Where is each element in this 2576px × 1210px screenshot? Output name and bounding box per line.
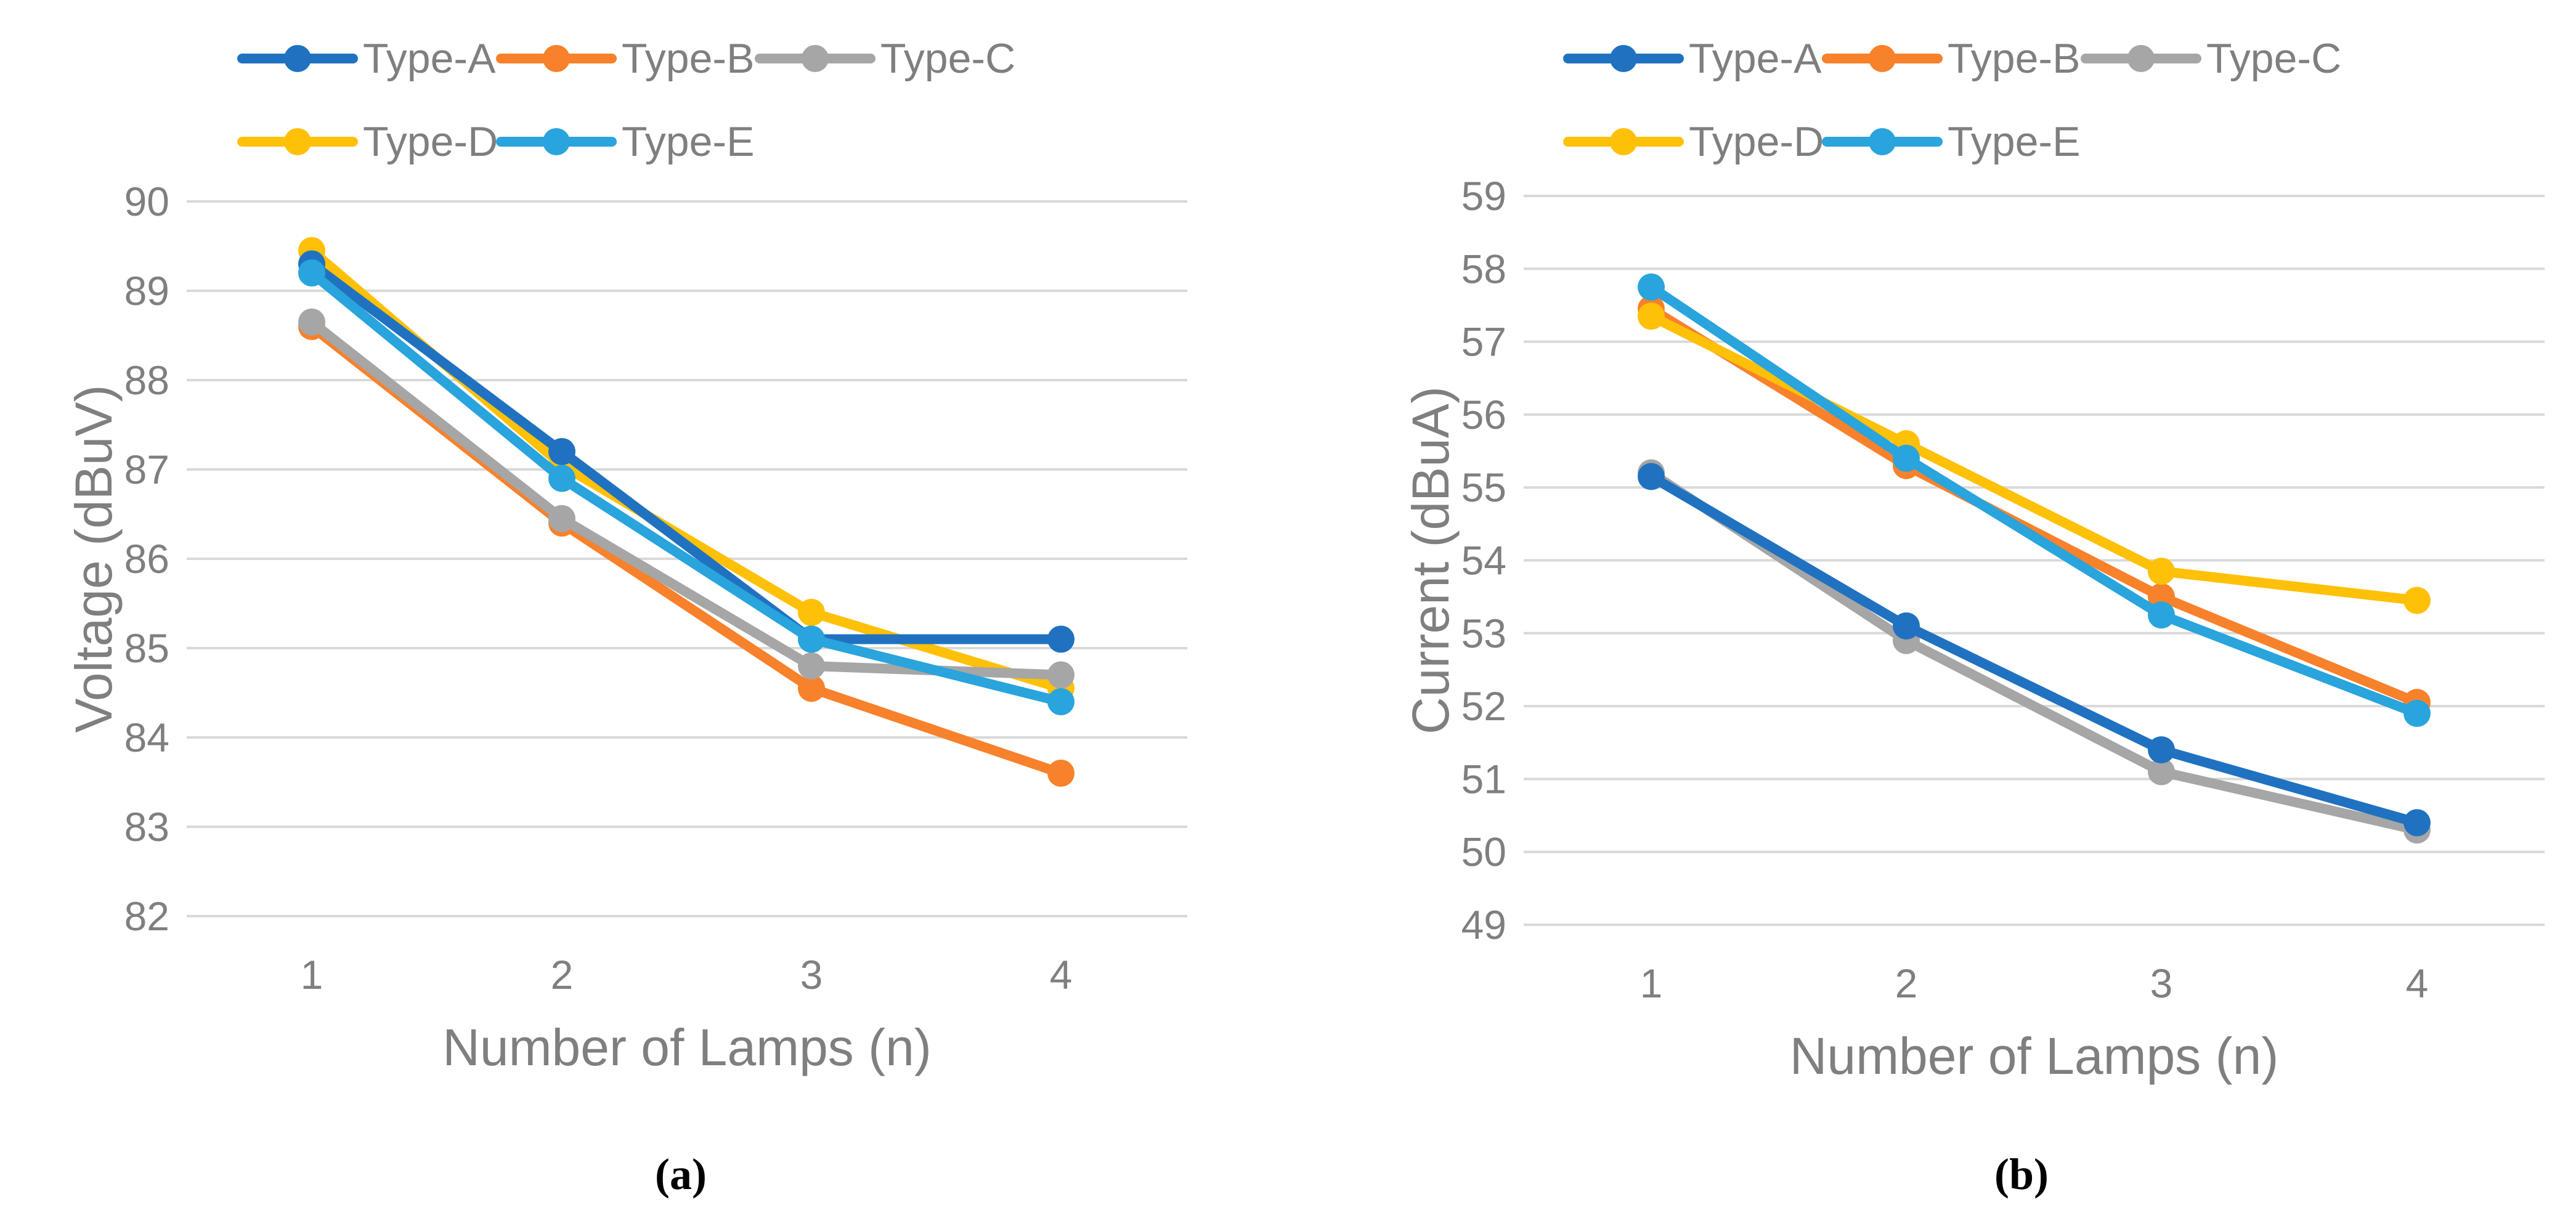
data-point-type-e-x2	[548, 465, 575, 492]
chart-panel-b: 59 58 57 56 55 54 53 52 51 50 49 1 2 3 4 Number of Lamp…	[1402, 35, 2545, 1199]
data-point-type-c-x3	[2148, 758, 2175, 786]
legend-label-type-d: Type-D	[1689, 118, 1824, 165]
data-point-type-b-x3	[798, 675, 825, 702]
y-tick-label-59: 59	[1461, 173, 1506, 219]
x-tick-label-1: 1	[1640, 960, 1663, 1006]
y-tick-label-54: 54	[1461, 538, 1506, 583]
legend-dot-icon-type-d	[284, 128, 311, 155]
data-point-type-e-x3	[798, 625, 825, 653]
y-tick-label-56: 56	[1461, 392, 1506, 437]
legend-label-type-e: Type-E	[1948, 118, 2080, 165]
y-tick-label-55: 55	[1461, 465, 1506, 510]
data-point-type-e-x1	[298, 259, 325, 286]
y-tick-label-87: 87	[124, 447, 169, 492]
legend-dot-icon-type-b	[543, 45, 570, 72]
y-tick-label-83: 83	[124, 804, 169, 850]
x-tick-label-3: 3	[800, 952, 823, 997]
series-line-type-a	[307, 259, 1066, 644]
legend-item-type-d: Type-D	[1563, 118, 1824, 165]
data-point-type-c-x1	[298, 308, 325, 336]
legend-dot-icon-type-e	[543, 128, 570, 155]
legend-dot-icon-type-c	[802, 45, 829, 72]
data-point-type-c-x3	[798, 652, 825, 680]
y-tick-label-90: 90	[124, 179, 169, 224]
y-tick-label-49: 49	[1461, 902, 1506, 948]
data-point-type-e-x2	[1893, 444, 1920, 472]
y-tick-label-89: 89	[124, 268, 169, 314]
legend-label-type-d: Type-D	[363, 118, 498, 165]
data-point-type-e-x3	[2148, 601, 2175, 629]
y-tick-label-88: 88	[124, 357, 169, 403]
data-point-type-a-x1	[1638, 463, 1665, 490]
data-point-type-a-x4	[2403, 809, 2431, 837]
legend-dot-icon-type-a	[1610, 45, 1637, 72]
legend-item-type-c: Type-C	[755, 35, 1015, 82]
y-tick-label-85: 85	[124, 625, 169, 671]
data-point-type-e-x1	[1638, 273, 1665, 301]
data-point-type-d-x3	[2148, 558, 2175, 585]
legend-dot-icon-type-b	[1869, 45, 1896, 72]
y-tick-label-58: 58	[1461, 246, 1506, 291]
x-tick-label-2: 2	[551, 952, 574, 997]
data-point-type-b-x4	[1047, 760, 1075, 787]
legend-dot-icon-type-d	[1610, 128, 1637, 155]
y-tick-label-84: 84	[124, 715, 169, 760]
series-line-type-e	[1646, 282, 2422, 718]
panel-caption-b: (b)	[1994, 1150, 2049, 1199]
data-point-type-c-x2	[548, 505, 575, 532]
series-line-type-d	[1646, 311, 2422, 606]
y-axis-title: Current (dBuA)	[1402, 386, 1460, 734]
legend-label-type-b: Type-B	[622, 35, 754, 82]
legend-item-type-c: Type-C	[2081, 35, 2341, 82]
x-tick-label-4: 4	[2406, 960, 2429, 1006]
x-tick-label-2: 2	[1895, 960, 1918, 1006]
data-point-type-e-x4	[2403, 699, 2431, 727]
legend-dot-icon-type-c	[2127, 45, 2155, 72]
y-tick-label-82: 82	[124, 893, 169, 939]
data-point-type-d-x3	[798, 599, 825, 626]
legend-item-type-e: Type-E	[496, 118, 754, 165]
legend-label-type-a: Type-A	[363, 35, 496, 82]
y-tick-label-57: 57	[1461, 319, 1506, 365]
legend-item-type-a: Type-A	[237, 35, 496, 82]
legend-dot-icon-type-a	[284, 45, 311, 72]
y-tick-label-50: 50	[1461, 829, 1506, 875]
x-tick-label-3: 3	[2150, 960, 2173, 1006]
legend-item-type-a: Type-A	[1563, 35, 1822, 82]
legend-label-type-b: Type-B	[1948, 35, 2080, 82]
series-line-type-a	[1646, 471, 2422, 828]
data-point-type-a-x4	[1047, 625, 1075, 653]
data-point-type-d-x4	[2403, 587, 2431, 614]
x-axis-title: Number of Lamps (n)	[442, 1018, 932, 1076]
chart-panel-a: 90 89 88 87 86 85 84 83 82 1 2 3 4 Number of Lamps (n…	[65, 35, 1187, 1199]
y-tick-label-51: 51	[1461, 756, 1506, 802]
data-point-type-d-x1	[1638, 302, 1665, 330]
legend-label-type-a: Type-A	[1689, 35, 1822, 82]
data-point-type-c-x4	[1047, 661, 1075, 689]
y-tick-label-86: 86	[124, 536, 169, 582]
series-line-type-c	[307, 317, 1066, 680]
data-point-type-a-x3	[2148, 736, 2175, 764]
y-axis-title: Voltage (dBuV)	[65, 384, 123, 733]
series-line-type-e	[307, 268, 1066, 707]
x-tick-label-1: 1	[301, 952, 323, 997]
x-axis-title: Number of Lamps (n)	[1790, 1027, 2279, 1085]
data-point-type-a-x2	[548, 438, 575, 465]
legend-item-type-e: Type-E	[1822, 118, 2080, 165]
data-point-type-a-x2	[1893, 612, 1920, 640]
legend-label-type-e: Type-E	[622, 118, 754, 165]
x-tick-label-4: 4	[1050, 952, 1073, 997]
legend-dot-icon-type-e	[1869, 128, 1896, 155]
legend-item-type-b: Type-B	[1822, 35, 2080, 82]
legend-item-type-d: Type-D	[237, 118, 498, 165]
legend-item-type-b: Type-B	[496, 35, 754, 82]
legend-label-type-c: Type-C	[880, 35, 1015, 82]
y-tick-label-53: 53	[1461, 611, 1506, 656]
y-tick-label-52: 52	[1461, 683, 1506, 729]
data-point-type-e-x4	[1047, 688, 1075, 715]
legend-label-type-c: Type-C	[2206, 35, 2341, 82]
panel-caption-a: (a)	[655, 1150, 707, 1199]
